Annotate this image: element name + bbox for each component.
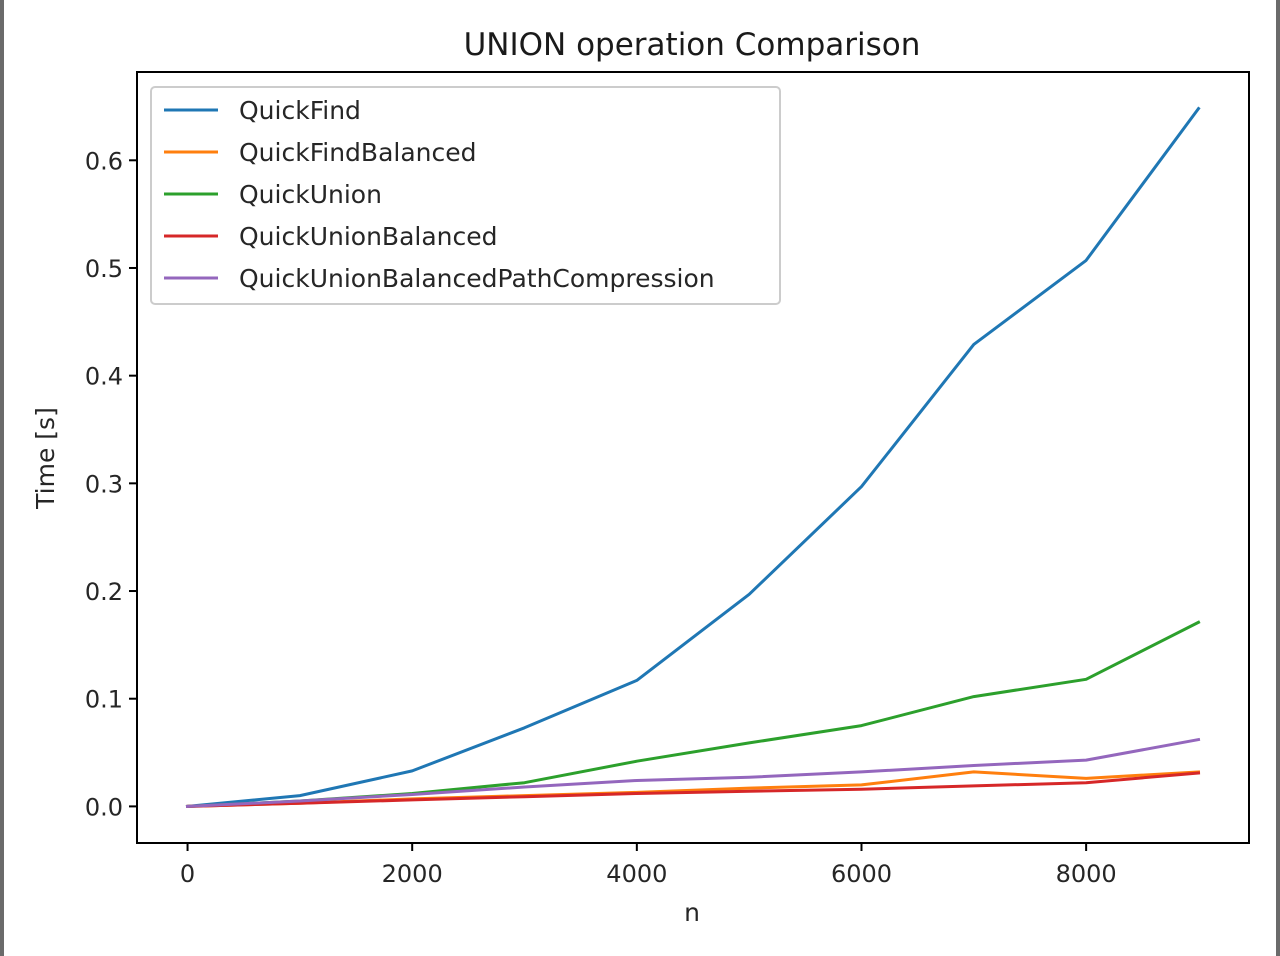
x-axis-label: n bbox=[684, 898, 700, 927]
legend-label-2: QuickUnion bbox=[239, 180, 382, 209]
series-line-0 bbox=[185, 106, 1201, 809]
window-border-left bbox=[0, 0, 4, 956]
legend-label-1: QuickFindBalanced bbox=[239, 138, 477, 167]
window-border-right bbox=[1276, 0, 1280, 956]
legend-label-0: QuickFind bbox=[239, 96, 361, 125]
series-line-3 bbox=[185, 771, 1201, 808]
chart-title: UNION operation Comparison bbox=[464, 27, 921, 63]
plot-frame bbox=[136, 71, 1250, 844]
y-tick-label: 0.1 bbox=[85, 686, 123, 714]
legend-label-3: QuickUnionBalanced bbox=[239, 222, 498, 251]
y-tick-label: 0.0 bbox=[85, 793, 123, 821]
legend-label-4: QuickUnionBalancedPathCompression bbox=[239, 264, 715, 293]
plot-area bbox=[136, 71, 1250, 844]
x-axis-ticks: 0 2000 4000 6000 8000 bbox=[180, 843, 1117, 888]
x-tick-label: 8000 bbox=[1056, 860, 1117, 888]
y-tick-label: 0.4 bbox=[85, 363, 123, 391]
legend: QuickFind QuickFindBalanced QuickUnion Quic… bbox=[150, 86, 781, 305]
y-axis-ticks: 0.0 0.1 0.2 0.3 0.4 0.5 0.6 bbox=[85, 147, 137, 821]
y-tick-label: 0.3 bbox=[85, 470, 123, 498]
y-tick-label: 0.6 bbox=[85, 147, 123, 175]
y-tick-label: 0.5 bbox=[85, 255, 123, 283]
legend-box bbox=[150, 86, 781, 305]
y-tick-label: 0.2 bbox=[85, 578, 123, 606]
series-line-4 bbox=[185, 737, 1201, 808]
x-tick-label: 4000 bbox=[606, 860, 667, 888]
x-tick-label: 6000 bbox=[831, 860, 892, 888]
y-axis-label: Time [s] bbox=[31, 407, 60, 510]
x-tick-label: 0 bbox=[180, 860, 195, 888]
x-tick-label: 2000 bbox=[382, 860, 443, 888]
